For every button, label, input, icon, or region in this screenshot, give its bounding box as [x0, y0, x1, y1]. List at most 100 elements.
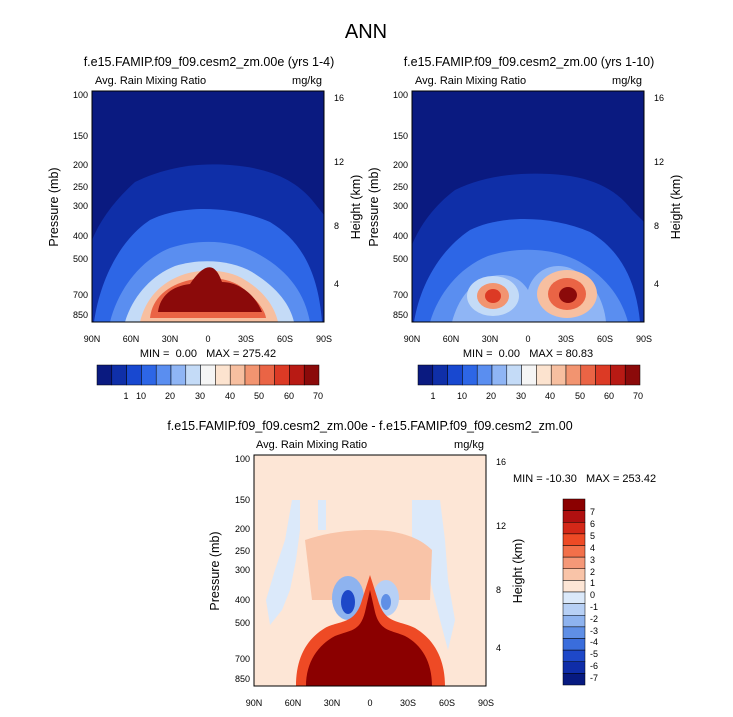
- panel-3-ytick-500: 500: [235, 618, 250, 628]
- panel-2-ytick-400: 400: [393, 231, 408, 241]
- panel-2-plot: [411, 90, 645, 323]
- panel-1-variable-label: Avg. Rain Mixing Ratio: [95, 75, 206, 87]
- panel-3-ytick-400: 400: [235, 595, 250, 605]
- panel-2-ytick-850: 850: [393, 310, 408, 320]
- panel-3-cb-label-m3: -3: [590, 626, 598, 636]
- panel-1-ytick-200: 200: [73, 160, 88, 170]
- diff-colorbar-swatch: [562, 661, 586, 674]
- colorbar-swatch: [595, 364, 611, 386]
- panel-3-blue-dip-left-core: [341, 590, 355, 614]
- panel-1-cb-label-10: 10: [136, 391, 146, 401]
- panel-2-y2tick-4: 4: [654, 279, 659, 289]
- colorbar-swatch: [536, 364, 552, 386]
- panel-3-cb-label-m7: -7: [590, 673, 598, 683]
- panel-3-positive-core: [306, 590, 432, 686]
- panel-2-ytick-500: 500: [393, 254, 408, 264]
- panel-2-xtick-60n: 60N: [443, 334, 460, 344]
- diff-colorbar-swatch: [562, 603, 586, 616]
- diff-colorbar-swatch: [562, 649, 586, 663]
- diff-colorbar-swatch: [562, 498, 586, 511]
- panel-1-y2tick-4: 4: [334, 279, 339, 289]
- panel-2-cb-label-30: 30: [516, 391, 526, 401]
- colorbar-swatch: [170, 364, 187, 386]
- panel-1-y2tick-12: 12: [334, 157, 344, 167]
- panel-3-x-axis: 90N 60N 30N 0 30S 60S 90S: [246, 698, 494, 708]
- panel-2-cb-label-20: 20: [486, 391, 496, 401]
- diff-colorbar-swatch: [562, 556, 586, 570]
- colorbar-swatch: [111, 364, 127, 386]
- panel-2-ytick-200: 200: [393, 160, 408, 170]
- panel-1-xtick-90s: 90S: [316, 334, 332, 344]
- panel-3-cb-label-2: 2: [590, 567, 595, 577]
- colorbar-swatch: [506, 364, 522, 386]
- panel-3-xtick-60n: 60N: [285, 698, 302, 708]
- panel-2-y2tick-16: 16: [654, 93, 664, 103]
- panel-1-y2tick-8: 8: [334, 221, 339, 231]
- panel-2-xtick-30n: 30N: [482, 334, 499, 344]
- panel-3-cb-label-1: 1: [590, 578, 595, 588]
- panel-2-ytick-100: 100: [393, 90, 408, 100]
- panel-2-ytick-700: 700: [393, 290, 408, 300]
- panel-1-ytick-300: 300: [73, 201, 88, 211]
- panel-1-ytick-100: 100: [73, 90, 88, 100]
- diff-colorbar-swatch: [562, 522, 586, 535]
- panel-1-ytick-700: 700: [73, 290, 88, 300]
- panel-2-variable-label: Avg. Rain Mixing Ratio: [415, 75, 526, 87]
- panel-1-xtick-30n: 30N: [162, 334, 179, 344]
- panel-3-cb-label-4: 4: [590, 543, 595, 553]
- panel-3-cb-label-7: 7: [590, 507, 595, 517]
- panel-1-xtick-90n: 90N: [84, 334, 101, 344]
- panel-1-cb-label-30: 30: [195, 391, 205, 401]
- panel-1-cb-label-70: 70: [313, 391, 323, 401]
- panel-3-title: f.e15.FAMIP.f09_f09.cesm2_zm.00e - f.e15…: [167, 419, 572, 433]
- colorbar-swatch: [200, 364, 216, 386]
- panel-3-xtick-0: 0: [367, 698, 372, 708]
- panel-2-xtick-30s: 30S: [558, 334, 574, 344]
- panel-3-y2tick-8: 8: [496, 585, 501, 595]
- panel-3-colorbar-labels: 7 6 5 4 3 2 1 0 -1 -2 -3 -4 -5 -6 -7: [590, 507, 598, 683]
- panel-3-light-blue-left: [266, 500, 300, 625]
- colorbar-swatch: [274, 364, 290, 386]
- panel-3-units-label: mg/kg: [454, 439, 484, 451]
- panel-2-blob-right-core: [559, 287, 577, 303]
- panel-3-light-blue-right: [412, 500, 455, 650]
- panel-3-xtick-30s: 30S: [400, 698, 416, 708]
- panel-2-xtick-90s: 90S: [636, 334, 652, 344]
- panel-3-y2-axis: 16 12 8 4: [496, 457, 506, 653]
- colorbar-swatch: [215, 364, 231, 386]
- panel-3-ytick-700: 700: [235, 654, 250, 664]
- panel-1-y2-axis: 16 12 8 4: [334, 93, 344, 289]
- panel-3-cb-label-6: 6: [590, 519, 595, 529]
- panel-2-y2tick-12: 12: [654, 157, 664, 167]
- panel-3-xtick-90n: 90N: [246, 698, 263, 708]
- diff-colorbar-swatch: [562, 638, 586, 651]
- colorbar-swatch: [141, 364, 157, 386]
- colorbar-swatch: [417, 364, 434, 386]
- diff-colorbar-swatch: [562, 591, 586, 604]
- panel-3-xtick-30n: 30N: [324, 698, 341, 708]
- panel-1-xtick-30s: 30S: [238, 334, 254, 344]
- diff-colorbar-swatch: [562, 568, 586, 581]
- panel-1-frame: [91, 90, 325, 323]
- panel-1-cb-label-20: 20: [165, 391, 175, 401]
- panel-2-colorbar-labels: 1 10 20 30 40 50 60 70: [430, 391, 643, 401]
- colorbar-swatch: [610, 364, 626, 386]
- panel-2-stats: MIN = 0.00 MAX = 80.83: [463, 348, 593, 360]
- colorbar-swatch: [550, 364, 567, 386]
- panel-1-cb-label-60: 60: [284, 391, 294, 401]
- panel-2-cb-label-60: 60: [604, 391, 614, 401]
- panel-3-cb-label-0: 0: [590, 590, 595, 600]
- panel-3-y2label: Height (km): [511, 539, 525, 604]
- panel-2: f.e15.FAMIP.f09_f09.cesm2_zm.00 (yrs 1-1…: [367, 55, 683, 401]
- panel-2-ylabel: Pressure (mb): [367, 167, 381, 246]
- panel-3-xtick-90s: 90S: [478, 698, 494, 708]
- panel-2-cb-label-1: 1: [430, 391, 435, 401]
- colorbar-swatch: [303, 364, 320, 386]
- panel-1-colorbar-labels: 1 10 20 30 40 50 60 70: [123, 391, 323, 401]
- panel-3-cb-label-m6: -6: [590, 661, 598, 671]
- page-title: ANN: [345, 21, 387, 43]
- panel-2-xtick-0: 0: [525, 334, 530, 344]
- colorbar-swatch: [624, 364, 641, 386]
- panel-1-plot: [91, 90, 325, 323]
